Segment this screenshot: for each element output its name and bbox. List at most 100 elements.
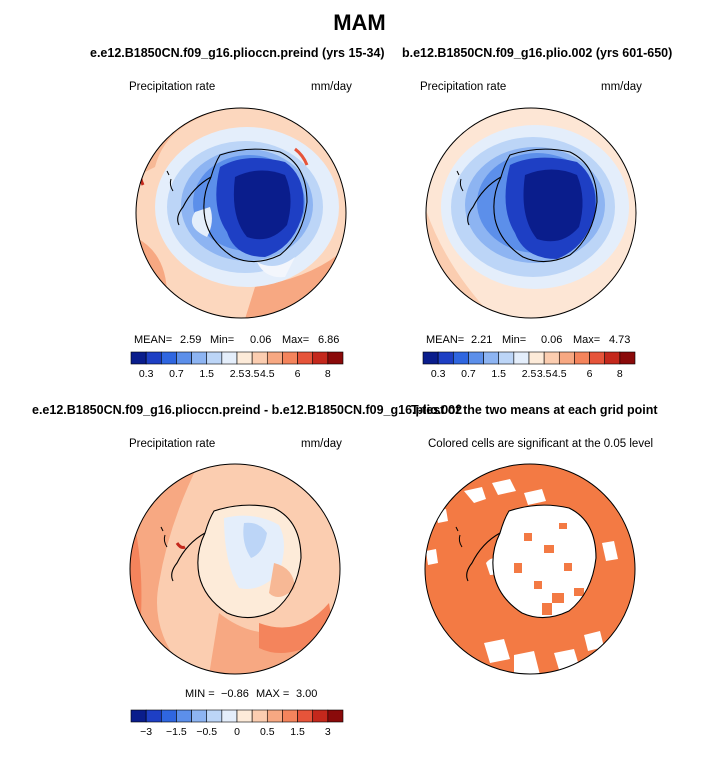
colorbar-swatch xyxy=(483,351,500,365)
colorbar-swatch xyxy=(221,709,238,723)
colorbar-swatch xyxy=(312,709,329,723)
colorbar-swatch xyxy=(266,709,283,723)
colorbar-swatch xyxy=(130,709,147,723)
colorbar-swatch xyxy=(543,351,560,365)
figure-title: MAM xyxy=(333,10,386,35)
panel-4-subtitle: Colored cells are significant at the 0.0… xyxy=(428,438,654,450)
panel-2-map xyxy=(425,107,637,319)
panel-1-min-label: Min= xyxy=(210,334,235,346)
colorbar-tick-label: 3.5 xyxy=(536,368,552,380)
colorbar-swatch xyxy=(297,351,314,365)
colorbar-tick-label: 8 xyxy=(324,368,331,380)
panel-2-units: mm/day xyxy=(601,81,642,93)
panel-1-title: e.e12.B1850CN.f09_g16.pliocc​n.preind (y… xyxy=(90,46,385,60)
colorbar-swatch xyxy=(251,709,268,723)
colorbar-tick-label: 3.5 xyxy=(244,368,260,380)
colorbar-tick-label: 2.5 xyxy=(521,368,537,380)
colorbar-swatch xyxy=(513,351,530,365)
colorbar-swatch xyxy=(236,709,253,723)
colorbar-swatch xyxy=(468,351,484,365)
panel-4-map xyxy=(424,463,636,675)
colorbar-tick-label: 4.5 xyxy=(551,368,567,380)
panel-2-mean-value: 2.21 xyxy=(471,334,493,346)
panel-2-max-value: 4.73 xyxy=(609,334,631,346)
panel-3-units: mm/day xyxy=(301,438,342,450)
colorbar-swatch xyxy=(498,351,515,365)
panel-3-max-value: 3.00 xyxy=(296,688,318,700)
colorbar-tick-label: 1.5 xyxy=(199,368,214,380)
colorbar-tick-label: 0.3 xyxy=(430,368,446,380)
panel-1-max-value: 6.86 xyxy=(318,334,340,346)
colorbar-swatch xyxy=(327,351,344,365)
colorbar-swatch xyxy=(619,351,636,365)
colorbar-swatch xyxy=(574,351,590,365)
colorbar-swatch xyxy=(160,709,177,723)
colorbar-swatch xyxy=(191,351,208,365)
panel-3-variable: Precipitation rate xyxy=(129,438,216,450)
colorbar-swatch xyxy=(206,709,223,723)
colorbar-swatch xyxy=(206,351,223,365)
colorbar-tick-label: 6 xyxy=(586,368,593,380)
colorbar-tick-label: 8 xyxy=(616,368,623,380)
panel-1-variable: Precipitation rate xyxy=(129,81,216,93)
colorbar-swatch xyxy=(589,351,606,365)
colorbar-swatch xyxy=(251,351,268,365)
panel-1-units: mm/day xyxy=(311,81,352,93)
colorbar-swatch xyxy=(437,351,454,365)
colorbar-tick-label: 0 xyxy=(234,726,240,738)
colorbar-swatch xyxy=(145,709,162,723)
colorbar-swatch xyxy=(221,351,238,365)
colorbar-tick-label: 0.5 xyxy=(259,726,275,738)
colorbar-swatch xyxy=(236,351,253,365)
colorbar-tick-label: 4.5 xyxy=(259,368,275,380)
colorbar-tick-label: −0.5 xyxy=(196,726,218,738)
colorbar-swatch xyxy=(176,351,192,365)
colorbar-swatch xyxy=(558,351,575,365)
colorbar-tick-label: 6 xyxy=(294,368,301,380)
panel-3-colorbar xyxy=(130,709,344,723)
colorbar-swatch xyxy=(266,351,283,365)
panel-2-min-value: 0.06 xyxy=(541,334,563,346)
colorbar-tick-label: 0.7 xyxy=(169,368,184,380)
panel-2-max-label: Max= xyxy=(573,334,601,346)
panel-2-mean-label: MEAN= xyxy=(426,334,465,346)
panel-3-min-label: MIN = xyxy=(185,688,215,700)
colorbar-swatch xyxy=(191,709,208,723)
panel-1-map xyxy=(135,107,347,319)
panel-2-variable: Precipitation rate xyxy=(420,81,507,93)
colorbar-swatch xyxy=(327,709,344,723)
colorbar-swatch xyxy=(282,351,298,365)
panel-3-max-label: MAX = xyxy=(256,688,290,700)
colorbar-swatch xyxy=(176,709,192,723)
colorbar-swatch xyxy=(604,351,621,365)
panel-3-map xyxy=(129,463,341,675)
panel-1-min-value: 0.06 xyxy=(250,334,272,346)
colorbar-swatch xyxy=(452,351,469,365)
panel-1-mean-value: 2.59 xyxy=(180,334,202,346)
panel-3-min-value: −0.86 xyxy=(221,688,249,700)
colorbar-tick-label: 2.5 xyxy=(229,368,245,380)
colorbar-swatch xyxy=(160,351,177,365)
panel-1-mean-label: MEAN= xyxy=(134,334,173,346)
panel-2-colorbar xyxy=(422,351,636,365)
colorbar-tick-label: 0.3 xyxy=(138,368,154,380)
colorbar-swatch xyxy=(145,351,162,365)
colorbar-tick-label: 3 xyxy=(324,726,331,738)
colorbar-swatch xyxy=(282,709,298,723)
colorbar-tick-label: −1.5 xyxy=(166,726,187,738)
panel-2-min-label: Min= xyxy=(502,334,527,346)
colorbar-swatch xyxy=(297,709,314,723)
panel-3-title: e.e12.B1850CN.f09_g16.pliocc​n.preind - … xyxy=(32,403,463,417)
colorbar-tick-label: 1.5 xyxy=(491,368,506,380)
colorbar-swatch xyxy=(528,351,545,365)
colorbar-tick-label: 0.7 xyxy=(461,368,476,380)
panel-4-title: T-test of the two means at each grid poi… xyxy=(411,403,658,417)
colorbar-tick-label: 1.5 xyxy=(290,726,305,738)
panel-2-title: b.e12.B1850CN.f09_g16.plio.002 (yrs 601-… xyxy=(402,46,673,60)
colorbar-tick-label: −3 xyxy=(140,726,153,738)
colorbar-swatch xyxy=(130,351,147,365)
colorbar-swatch xyxy=(422,351,439,365)
colorbar-swatch xyxy=(312,351,329,365)
panel-1-max-label: Max= xyxy=(282,334,310,346)
panel-1-colorbar xyxy=(130,351,344,365)
